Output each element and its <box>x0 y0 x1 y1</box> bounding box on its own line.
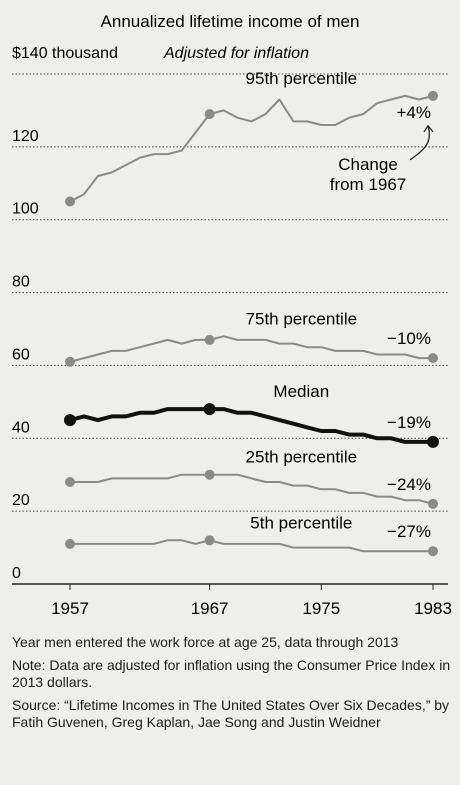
series-marker <box>203 403 216 416</box>
series-marker <box>428 498 438 509</box>
annotation-arrow <box>409 125 431 161</box>
annotation-text: Change <box>338 155 398 174</box>
y-tick-label: 80 <box>12 274 30 291</box>
change-label: −27% <box>387 522 431 541</box>
series-marker <box>204 469 215 480</box>
series-line <box>69 473 434 505</box>
series-name-label: 5th percentile <box>250 513 352 532</box>
y-tick-label: 0 <box>12 565 21 582</box>
inflation-note: Note: Data are adjusted for inflation us… <box>12 657 451 690</box>
series-marker <box>204 109 215 120</box>
series-marker <box>65 196 75 207</box>
y-tick-label: 20 <box>12 492 30 509</box>
series-marker <box>428 90 438 101</box>
series-marker <box>428 546 438 557</box>
chart-subtitle: Adjusted for inflation <box>163 45 309 62</box>
series-name-label: Median <box>273 382 329 401</box>
series-marker <box>428 353 438 364</box>
series-marker <box>427 435 439 448</box>
series-marker <box>65 538 75 549</box>
series-line <box>68 407 435 444</box>
series-marker <box>204 535 215 546</box>
x-tick-label: 1967 <box>191 599 229 618</box>
y-tick-label: 100 <box>12 201 39 218</box>
series-line <box>69 94 434 203</box>
series-name-label: 95th percentile <box>246 69 358 88</box>
change-label: +4% <box>397 103 432 122</box>
change-label: −10% <box>387 329 431 348</box>
xaxis-note: Year men entered the work force at age 2… <box>12 634 399 650</box>
chart: Annualized lifetime income of men $140 t… <box>12 12 452 618</box>
y-tick-label: 60 <box>12 346 30 363</box>
series-name-label: 75th percentile <box>246 309 358 328</box>
series-marker <box>65 356 75 367</box>
chart-title: Annualized lifetime income of men <box>101 12 360 31</box>
series-marker <box>204 334 215 345</box>
x-tick-label: 1975 <box>302 599 340 618</box>
y-tick-label: 40 <box>12 419 30 436</box>
change-label: −19% <box>387 413 431 432</box>
annotation-text: from 1967 <box>330 175 407 194</box>
change-label: −24% <box>387 475 431 494</box>
y-tick-label: 120 <box>12 128 39 145</box>
series-line <box>69 539 434 553</box>
annotation-arrowhead <box>423 124 434 133</box>
y-axis-top-label: $140 thousand <box>12 45 118 62</box>
series-marker <box>65 477 75 487</box>
x-tick-label: 1957 <box>51 599 89 618</box>
x-tick-label: 1983 <box>414 599 452 618</box>
series-name-label: 25th percentile <box>246 448 358 467</box>
series-line <box>69 335 434 363</box>
notes-block: Year men entered the work force at age 2… <box>12 634 452 737</box>
series-marker <box>64 414 76 427</box>
source-note: Source: “Lifetime Incomes in The United … <box>12 697 450 730</box>
